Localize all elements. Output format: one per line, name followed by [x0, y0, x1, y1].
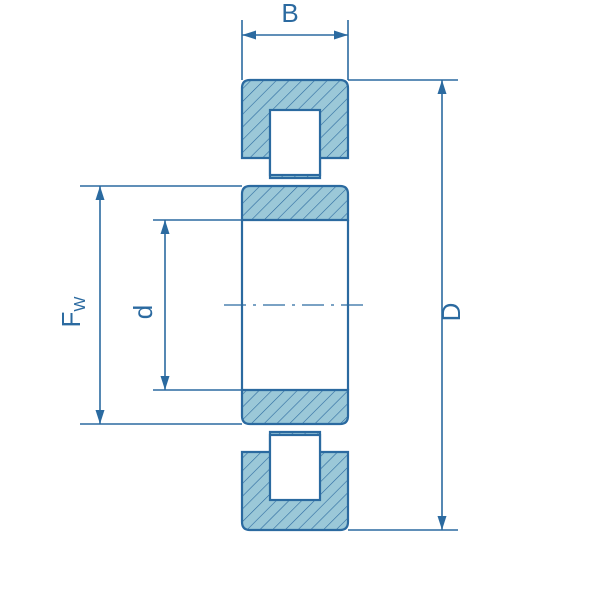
arrowhead	[96, 410, 105, 424]
label-D: D	[436, 303, 466, 322]
arrowhead	[96, 186, 105, 200]
dimension-B: B	[242, 0, 348, 80]
label-d: d	[128, 305, 158, 319]
roller-bottom	[270, 435, 320, 500]
roller-top	[270, 110, 320, 175]
arrowhead	[438, 80, 447, 94]
arrowhead	[438, 516, 447, 530]
arrowhead	[161, 376, 170, 390]
label-B: B	[281, 0, 298, 28]
arrowhead	[161, 220, 170, 234]
arrowhead	[334, 31, 348, 40]
inner-ring-top	[242, 186, 348, 220]
dimension-D: D	[348, 80, 466, 530]
inner-ring-bottom	[242, 390, 348, 424]
label-Fw: FW	[56, 296, 89, 328]
arrowhead	[242, 31, 256, 40]
